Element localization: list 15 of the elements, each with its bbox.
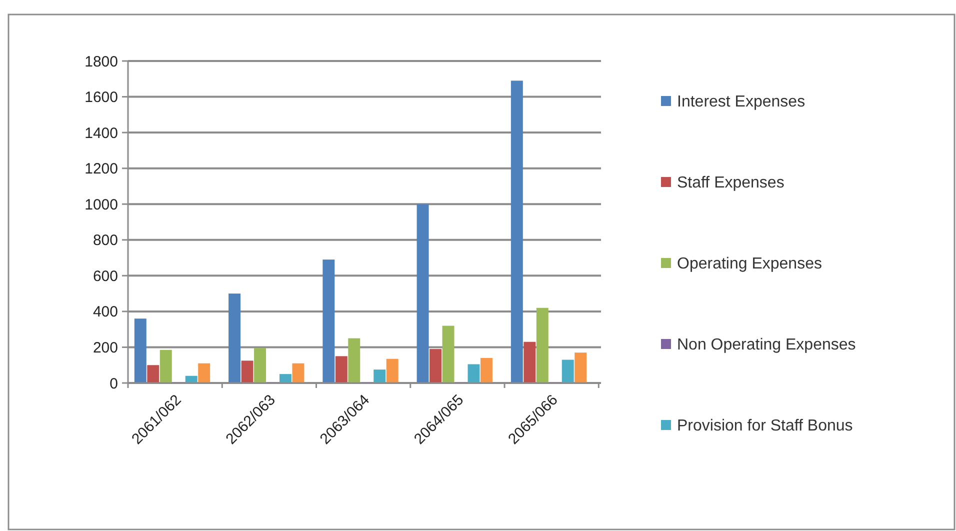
legend-label: Operating Expenses xyxy=(677,256,822,273)
legend-label: Non Operating Expenses xyxy=(677,336,856,354)
y-tick-label: 1400 xyxy=(84,124,118,142)
y-tick-label: 1800 xyxy=(84,53,118,70)
y-tick-label: 1600 xyxy=(84,89,118,106)
y-tick-label: 600 xyxy=(92,268,118,285)
legend-label: Provision for Staff Bonus xyxy=(677,418,853,435)
legend-label: Staff Expenses xyxy=(677,174,784,192)
y-tick-label: 0 xyxy=(110,375,118,392)
y-tick-label: 400 xyxy=(92,304,118,321)
y-tick-label: 1200 xyxy=(84,160,118,178)
y-tick-label: 1000 xyxy=(84,196,118,214)
y-tick-label: 800 xyxy=(92,232,118,250)
y-tick-label: 200 xyxy=(92,339,118,356)
legend-label: Interest Expenses xyxy=(677,94,806,111)
